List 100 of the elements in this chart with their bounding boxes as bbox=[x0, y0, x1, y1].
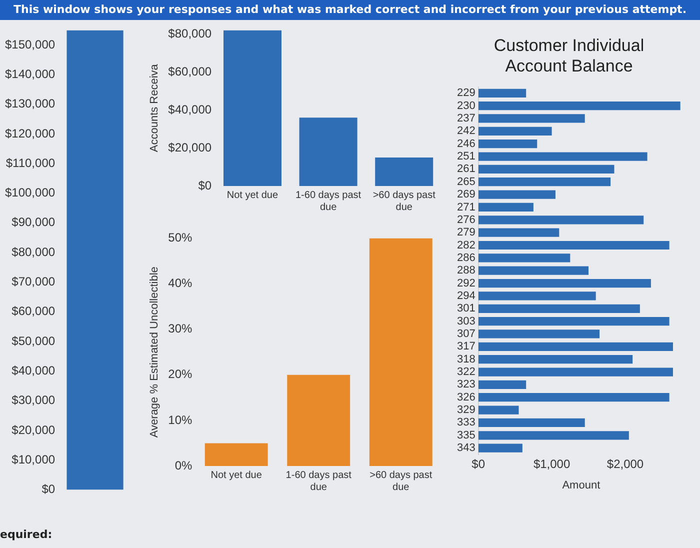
bar bbox=[369, 238, 432, 466]
bar bbox=[478, 380, 526, 389]
y-tick-label: 317 bbox=[456, 340, 476, 353]
y-tick-label: 294 bbox=[456, 290, 476, 302]
y-tick-label: $40,000 bbox=[12, 364, 56, 378]
bar bbox=[478, 202, 534, 212]
y-tick-label: 20% bbox=[168, 367, 193, 382]
bar bbox=[478, 164, 614, 174]
y-tick-label: 246 bbox=[456, 138, 476, 150]
bar bbox=[478, 292, 596, 300]
bar bbox=[375, 158, 434, 186]
y-tick-label: 335 bbox=[456, 429, 476, 442]
x-axis-title: Amount bbox=[562, 479, 600, 492]
y-tick-label: $140,000 bbox=[4, 66, 56, 81]
y-tick-label: 230 bbox=[456, 100, 476, 112]
y-tick-label: 251 bbox=[456, 150, 476, 163]
x-tick-label: >60 days past due bbox=[370, 470, 432, 493]
y-tick-label: 50% bbox=[168, 230, 193, 245]
y-tick-label: 279 bbox=[456, 226, 476, 239]
bar bbox=[478, 102, 680, 110]
bar bbox=[478, 152, 648, 161]
y-tick-label: $120,000 bbox=[4, 126, 56, 140]
bar bbox=[478, 444, 522, 452]
y-tick-label: $80,000 bbox=[168, 26, 212, 40]
y-tick-label: $30,000 bbox=[12, 393, 56, 408]
y-tick-label: 282 bbox=[456, 239, 476, 252]
y-tick-label: $70,000 bbox=[12, 274, 56, 289]
y-tick-label: 10% bbox=[168, 412, 193, 427]
y-tick-label: 343 bbox=[456, 442, 476, 454]
bar bbox=[287, 374, 350, 466]
y-tick-label: 30% bbox=[168, 322, 193, 336]
y-tick-label: 229 bbox=[456, 87, 476, 100]
bar bbox=[223, 30, 282, 186]
bar bbox=[204, 443, 268, 466]
bar bbox=[478, 216, 644, 224]
bar bbox=[478, 418, 585, 428]
y-tick-label: $100,000 bbox=[4, 186, 56, 200]
bar bbox=[478, 304, 640, 313]
y-tick-label: 269 bbox=[456, 188, 476, 201]
bar bbox=[478, 368, 673, 376]
bar bbox=[478, 88, 526, 98]
bar bbox=[478, 355, 633, 364]
y-tick-label: $20,000 bbox=[12, 422, 56, 437]
y-tick-label: 301 bbox=[456, 302, 476, 315]
bar bbox=[478, 393, 670, 402]
y-tick-label: 323 bbox=[456, 378, 476, 391]
y-tick-label: 237 bbox=[456, 112, 476, 125]
bar bbox=[478, 266, 589, 275]
bar bbox=[478, 431, 629, 440]
y-tick-label: 329 bbox=[456, 404, 476, 416]
y-tick-label: $50,000 bbox=[12, 334, 56, 348]
y-tick-label: $60,000 bbox=[168, 64, 212, 78]
y-tick-label: $150,000 bbox=[4, 37, 56, 52]
x-tick-label: >60 days past due bbox=[372, 190, 436, 213]
y-tick-label: $10,000 bbox=[12, 452, 56, 466]
y-tick-label: 286 bbox=[456, 252, 476, 264]
bar bbox=[478, 228, 560, 237]
x-tick-label: 1-60 days past due bbox=[286, 470, 352, 493]
text: This window shows your responses and what was marked correct and incorrect from your previous attempt. bbox=[0, 0, 700, 20]
bar bbox=[478, 316, 670, 326]
bar bbox=[478, 406, 519, 414]
y-tick-label: 288 bbox=[456, 264, 476, 277]
y-tick-label: 307 bbox=[456, 328, 476, 340]
y-tick-label: 326 bbox=[456, 391, 476, 404]
y-tick-label: 292 bbox=[456, 277, 476, 290]
bar bbox=[478, 190, 556, 199]
bar bbox=[478, 114, 585, 123]
y-tick-label: 261 bbox=[456, 163, 476, 176]
y-tick-label: $80,000 bbox=[12, 244, 56, 259]
x-tick-label: Not yet due bbox=[210, 470, 262, 481]
bar bbox=[478, 254, 570, 262]
x-tick-label: $1,000 bbox=[533, 456, 570, 471]
y-tick-label: 40% bbox=[168, 276, 193, 290]
y-axis-title: Average % Estimated Uncollectible bbox=[148, 266, 161, 438]
bar bbox=[478, 240, 670, 250]
y-tick-label: $20,000 bbox=[168, 140, 212, 154]
text: equired: bbox=[0, 528, 52, 541]
y-tick-label: 318 bbox=[456, 353, 476, 366]
bar bbox=[478, 126, 552, 136]
bar bbox=[478, 330, 600, 338]
y-axis-title: Accounts Receiva bbox=[148, 63, 161, 152]
bar bbox=[478, 140, 538, 148]
x-tick-label: Not yet due bbox=[226, 190, 278, 201]
y-tick-label: $0 bbox=[198, 178, 212, 192]
y-tick-label: 333 bbox=[456, 416, 476, 429]
bar bbox=[478, 178, 611, 186]
bar bbox=[478, 342, 673, 351]
x-tick-label: $0 bbox=[472, 456, 486, 471]
y-tick-label: 265 bbox=[456, 176, 476, 188]
x-tick-label: 1-60 days past due bbox=[295, 190, 362, 213]
y-tick-label: $40,000 bbox=[168, 102, 212, 116]
bar bbox=[478, 278, 651, 288]
y-tick-label: $110,000 bbox=[6, 156, 56, 170]
bar bbox=[299, 118, 358, 186]
y-tick-label: 0% bbox=[174, 458, 193, 472]
y-tick-label: 276 bbox=[456, 214, 476, 226]
y-tick-label: 322 bbox=[456, 366, 476, 378]
y-tick-label: 242 bbox=[456, 125, 476, 138]
y-tick-label: 271 bbox=[456, 201, 476, 214]
y-tick-label: 303 bbox=[456, 315, 476, 328]
